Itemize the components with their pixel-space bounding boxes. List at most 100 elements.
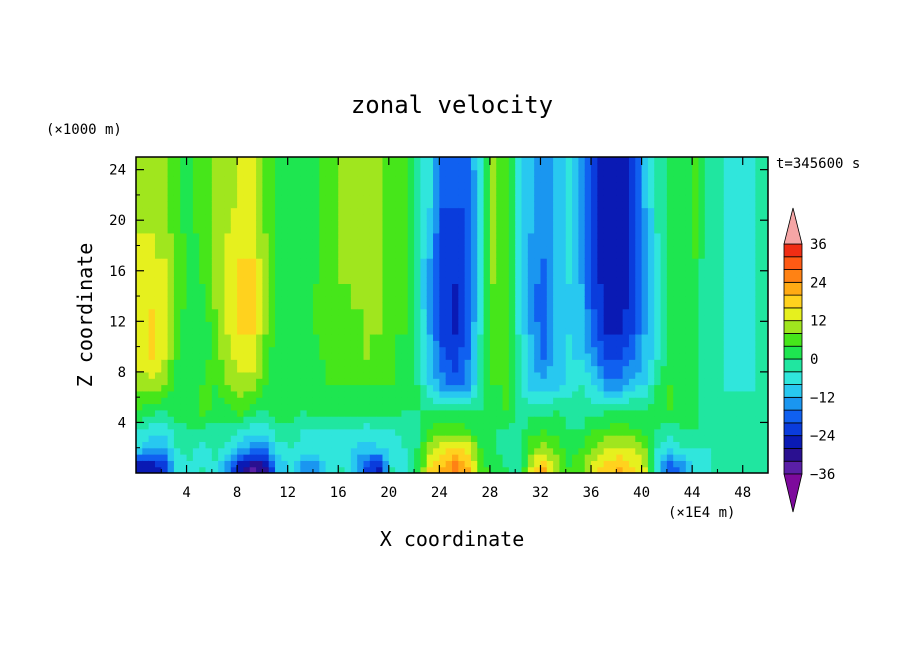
field-cell: [287, 378, 295, 386]
field-cell: [622, 232, 630, 240]
field-cell: [610, 460, 617, 468]
field-cell: [483, 264, 491, 272]
field-cell: [755, 232, 763, 240]
field-cell: [470, 207, 478, 215]
field-cell: [439, 194, 447, 202]
field-cell: [148, 207, 156, 215]
field-cell: [704, 428, 712, 436]
field-cell: [148, 308, 156, 316]
field-cell: [666, 308, 674, 316]
field-cell: [192, 270, 200, 278]
field-cell: [186, 390, 194, 398]
field-cell: [660, 321, 668, 329]
field-cell: [559, 321, 567, 329]
field-cell: [483, 454, 491, 461]
field-cell: [603, 422, 611, 430]
field-cell: [584, 441, 592, 449]
field-cell: [401, 226, 409, 234]
field-cell: [243, 384, 251, 392]
field-cell: [628, 384, 636, 392]
field-cell: [218, 188, 226, 196]
field-cell: [136, 321, 143, 329]
field-cell: [749, 289, 756, 297]
field-cell: [268, 466, 276, 473]
field-cell: [243, 454, 251, 461]
field-cell: [749, 390, 756, 398]
field-cell: [344, 163, 352, 171]
field-cell: [616, 201, 624, 209]
field-cell: [534, 283, 542, 291]
field-cell: [692, 352, 700, 360]
field-cell: [199, 283, 207, 291]
field-cell: [281, 352, 289, 360]
field-cell: [186, 422, 194, 430]
field-cell: [401, 232, 409, 240]
field-cell: [622, 207, 630, 215]
field-cell: [597, 207, 605, 215]
field-cell: [325, 346, 333, 354]
field-cell: [426, 409, 434, 417]
field-cell: [205, 182, 213, 190]
field-cell: [142, 466, 150, 473]
field-cell: [369, 283, 377, 291]
field-cell: [167, 220, 175, 228]
field-cell: [268, 213, 276, 221]
field-cell: [186, 277, 194, 284]
field-cell: [256, 232, 263, 240]
field-cell: [698, 157, 706, 164]
field-cell: [521, 447, 529, 455]
field-cell: [622, 397, 630, 405]
field-cell: [414, 416, 421, 424]
field-cell: [660, 441, 668, 449]
field-cell: [173, 359, 181, 367]
field-cell: [325, 296, 333, 303]
field-cell: [742, 283, 750, 291]
field-cell: [616, 447, 624, 455]
field-cell: [350, 226, 358, 234]
field-cell: [186, 258, 194, 266]
field-cell: [357, 359, 365, 367]
field-cell: [186, 346, 194, 354]
field-cell: [761, 352, 768, 360]
field-cell: [439, 207, 447, 215]
field-cell: [755, 365, 763, 373]
field-cell: [483, 201, 491, 209]
field-cell: [578, 201, 586, 209]
field-cell: [154, 352, 162, 360]
field-cell: [237, 384, 245, 392]
field-cell: [616, 346, 624, 354]
field-cell: [666, 378, 674, 386]
field-cell: [578, 207, 586, 215]
field-cell: [275, 289, 282, 297]
field-cell: [458, 333, 466, 341]
field-cell: [199, 175, 207, 183]
field-cell: [325, 384, 333, 392]
field-cell: [717, 188, 725, 196]
field-cell: [180, 422, 188, 430]
field-cell: [641, 213, 649, 221]
field-cell: [186, 409, 194, 417]
field-cell: [553, 258, 561, 266]
field-cell: [148, 296, 156, 303]
field-cell: [458, 315, 466, 322]
field-cell: [344, 371, 352, 379]
field-cell: [312, 232, 320, 240]
field-cell: [268, 346, 276, 354]
field-cell: [300, 239, 308, 247]
field-cell: [628, 390, 636, 398]
field-cell: [553, 435, 561, 442]
field-cell: [597, 308, 605, 316]
field-cell: [388, 157, 396, 164]
field-cell: [527, 270, 535, 278]
field-cell: [496, 245, 504, 253]
field-cell: [622, 194, 630, 202]
field-cell: [527, 460, 535, 468]
field-cell: [616, 207, 624, 215]
field-cell: [723, 416, 731, 424]
field-cell: [704, 435, 712, 442]
field-cell: [275, 201, 282, 209]
field-cell: [489, 390, 497, 398]
field-cell: [382, 378, 390, 386]
field-cell: [369, 232, 377, 240]
field-cell: [723, 428, 731, 436]
